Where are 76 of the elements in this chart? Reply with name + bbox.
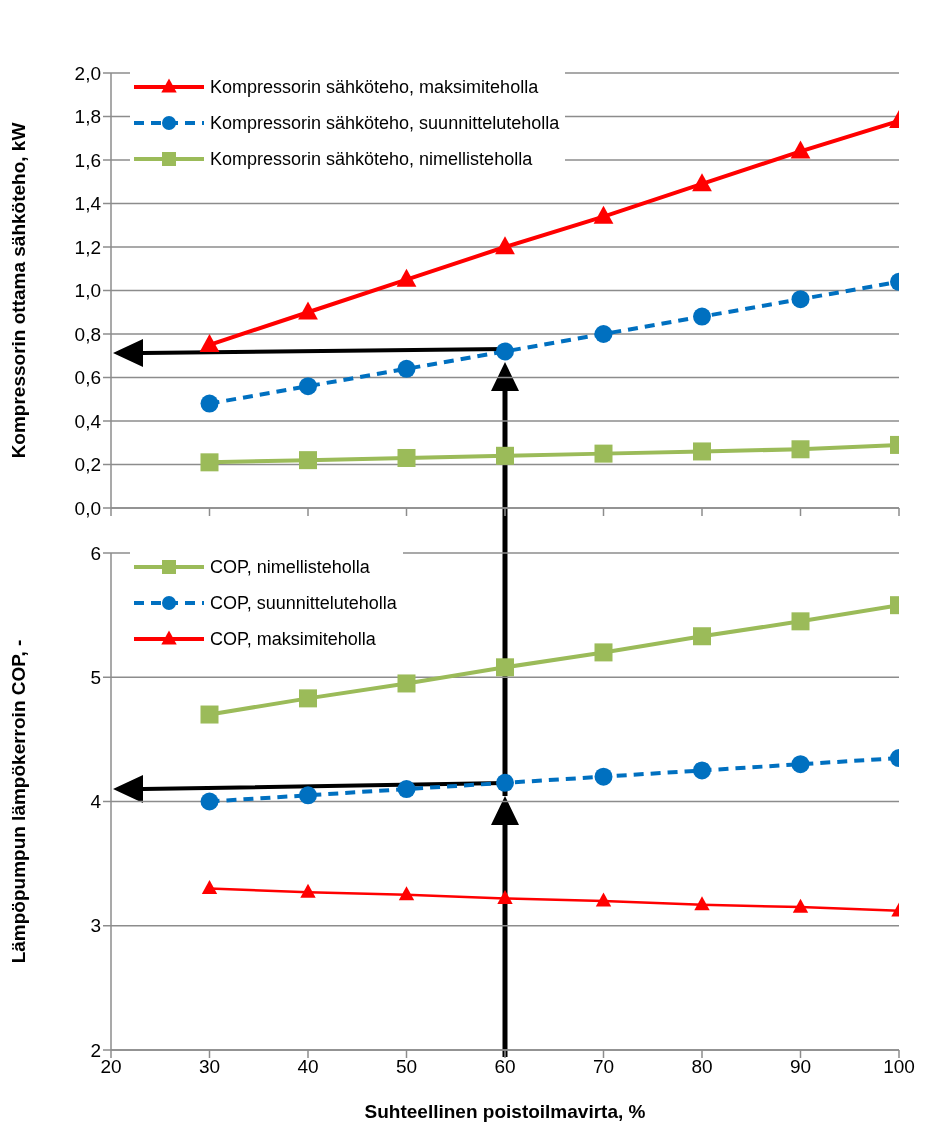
point <box>299 377 317 396</box>
point <box>593 205 614 224</box>
x-tick-label: 90 <box>789 1056 812 1078</box>
point <box>594 444 613 463</box>
point <box>595 892 612 907</box>
point <box>495 236 515 255</box>
y-tick-label: 0,0 <box>74 497 101 519</box>
y-tick-label: 1,8 <box>74 106 101 128</box>
point <box>200 453 219 472</box>
point <box>693 761 711 780</box>
x-tick-label: 60 <box>494 1056 516 1078</box>
point <box>692 173 712 192</box>
point <box>693 627 711 646</box>
y-tick-label: 4 <box>90 791 102 813</box>
legend-label: Kompressorin sähköteho, suunnitteluteholla <box>210 112 560 135</box>
y-tick-label: 0,6 <box>74 367 101 389</box>
point <box>594 325 613 343</box>
point <box>201 880 218 895</box>
point <box>397 359 416 378</box>
point <box>200 792 219 811</box>
y-tick-label: 1,2 <box>74 236 101 258</box>
point <box>299 451 317 470</box>
y-tick-label: 2,0 <box>74 62 101 84</box>
legend-label: COP, nimellisteholla <box>210 556 370 579</box>
y-tick-label: 2 <box>90 1039 101 1061</box>
point <box>693 442 711 461</box>
point <box>792 898 809 913</box>
y-tick-label: 1,4 <box>74 193 102 215</box>
y-tick-label: 3 <box>90 915 101 937</box>
legend-label: COP, maksimiteholla <box>210 628 376 651</box>
point <box>594 643 613 662</box>
point <box>299 786 317 805</box>
point <box>397 674 416 693</box>
point <box>200 394 219 413</box>
y-tick-label: 5 <box>90 666 101 688</box>
point <box>397 780 416 799</box>
y-tick-label: 0,8 <box>74 323 101 345</box>
y-axis-title: Kompressorin ottama sähköteho, kW <box>7 122 29 459</box>
y-tick-label: 1,6 <box>74 149 101 171</box>
x-tick-label: 50 <box>395 1056 418 1078</box>
y-axis-title: Lämpöpumpun lämpökerroin COP, - <box>7 639 29 964</box>
legend-label: COP, suunnitteluteholla <box>210 592 397 615</box>
x-tick-label: 100 <box>883 1056 915 1078</box>
point <box>496 342 514 361</box>
x-tick-label: 30 <box>198 1056 221 1078</box>
x-axis-title: Suhteellinen poistoilmavirta, % <box>364 1101 646 1122</box>
y-tick-label: 1,0 <box>74 280 101 302</box>
point <box>496 446 514 465</box>
y-tick-label: 0,4 <box>74 410 102 432</box>
point <box>397 448 416 467</box>
point <box>199 334 220 353</box>
x-tick-label: 40 <box>297 1056 319 1078</box>
legend-label: Kompressorin sähköteho, maksimiteholla <box>210 76 539 99</box>
point <box>594 767 613 786</box>
point <box>396 268 417 287</box>
x-tick-label: 80 <box>691 1056 713 1078</box>
point <box>790 140 811 159</box>
point <box>398 886 415 901</box>
point <box>299 689 317 708</box>
point <box>693 307 711 326</box>
point <box>200 705 219 724</box>
point <box>791 440 810 459</box>
point <box>791 290 810 309</box>
x-tick-label: 70 <box>592 1056 615 1078</box>
point <box>496 658 514 677</box>
legend-label: Kompressorin sähköteho, nimellisteholla <box>210 148 533 171</box>
point <box>298 301 318 320</box>
point <box>496 773 514 792</box>
x-tick-label: 20 <box>100 1056 122 1078</box>
point <box>791 755 810 774</box>
point <box>497 890 513 905</box>
point <box>300 883 316 898</box>
point <box>694 896 710 911</box>
y-tick-label: 0,2 <box>74 454 101 476</box>
point <box>791 612 810 631</box>
y-tick-label: 6 <box>90 542 101 564</box>
